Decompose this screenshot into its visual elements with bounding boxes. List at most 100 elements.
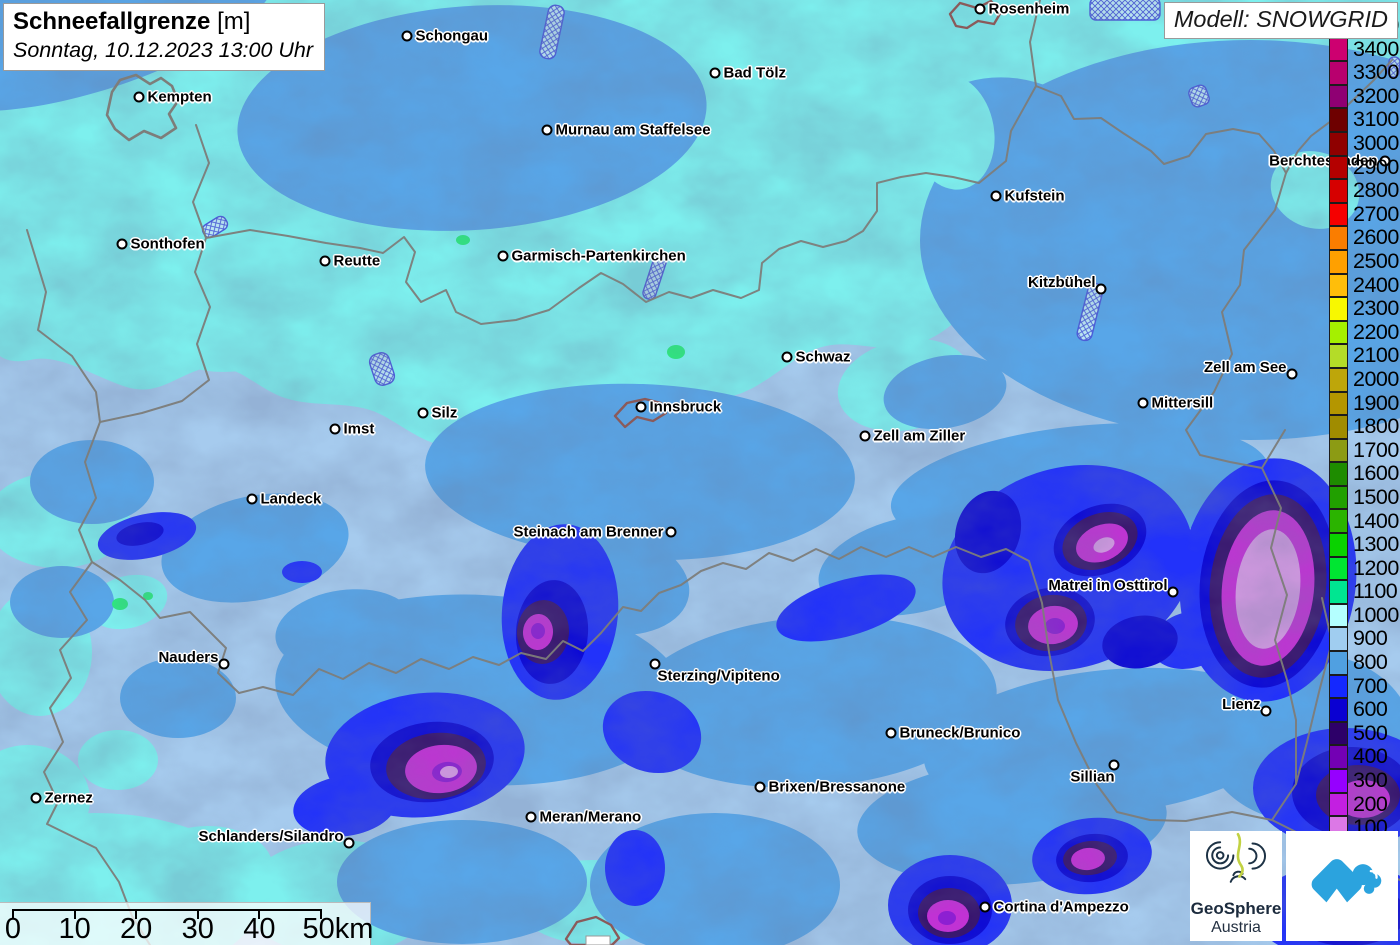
legend-value: 600 (1353, 697, 1388, 722)
legend-value: 1400 (1353, 508, 1399, 533)
model-label: Modell: SNOWGRID (1163, 2, 1398, 39)
legend-swatch (1329, 131, 1348, 156)
city-dot (990, 190, 1002, 202)
city-label: Bruneck/Brunico (899, 724, 1021, 742)
scale-label: 30 (181, 913, 214, 945)
city-dot (709, 67, 721, 79)
city-dot (1108, 759, 1120, 771)
legend-swatch (1329, 556, 1348, 581)
title-box: Schneefallgrenze [m] Sonntag, 10.12.2023… (3, 3, 326, 71)
legend-value: 2800 (1353, 178, 1399, 203)
city-dot (246, 493, 258, 505)
city-label: Meran/Merano (539, 808, 642, 826)
legend-swatch (1329, 249, 1348, 274)
city-label: Kitzbühel (1028, 273, 1096, 291)
city-dot (665, 526, 677, 538)
legend-swatch (1329, 438, 1348, 463)
legend-row: 1900 (1329, 390, 1399, 416)
scale-label: 50km (302, 913, 374, 945)
legend-swatch (1329, 792, 1348, 817)
legend-swatch (1329, 61, 1348, 85)
legend-swatch (1329, 698, 1348, 722)
legend-row: 3000 (1329, 131, 1399, 156)
city-dot (1095, 283, 1107, 295)
city-label: Lienz (1222, 695, 1261, 713)
legend-swatch (1329, 37, 1348, 62)
city-label: Murnau am Staffelsee (555, 121, 711, 139)
city-marker: Kempten (133, 88, 212, 105)
legend-value: 2600 (1353, 225, 1399, 250)
scale-bar-line (13, 909, 322, 911)
city-label: Steinach am Brenner (513, 523, 664, 541)
scale-label: 0 (4, 913, 22, 945)
city-marker: Zell am Ziller (859, 427, 965, 444)
legend-row: 1200 (1329, 555, 1399, 581)
legend-row: 2900 (1329, 154, 1399, 180)
legend-row: 200 (1329, 791, 1399, 817)
scale-label: 20 (120, 913, 153, 945)
city-marker: Landeck (246, 490, 321, 507)
legend-swatch (1329, 627, 1348, 652)
legend-row: 1800 (1329, 415, 1399, 439)
legend-row: 1100 (1329, 580, 1399, 604)
legend-value: 200 (1353, 791, 1388, 816)
city-marker: Silz (417, 404, 457, 421)
legend-value: 2400 (1353, 272, 1399, 297)
city-marker: Nauders (158, 648, 230, 670)
legend-row: 2300 (1329, 297, 1399, 321)
legend-value: 700 (1353, 673, 1388, 698)
city-label: Mittersill (1151, 394, 1214, 412)
legend-swatch (1329, 533, 1348, 557)
legend-value: 1800 (1353, 414, 1399, 439)
city-label: Brixen/Bressanone (768, 778, 906, 796)
legend-value: 3400 (1353, 36, 1399, 61)
city-label: Matrei in Osttirol (1048, 576, 1168, 594)
city-boundaries (105, 0, 1003, 945)
legend-value: 1200 (1353, 555, 1399, 580)
legend-swatch (1329, 485, 1348, 510)
city-label: Zell am Ziller (873, 427, 966, 445)
map-title-text: Schneefallgrenze (13, 8, 211, 35)
legend-row: 1400 (1329, 508, 1399, 534)
city-marker: Schlanders/Silandro (198, 827, 355, 849)
city-label: Berchtesgaden (1269, 152, 1378, 170)
city-dot (754, 781, 766, 793)
legend-row: 2500 (1329, 249, 1399, 274)
city-dot (1379, 155, 1391, 167)
legend-value: 2900 (1353, 154, 1399, 179)
city-marker: Cortina d'Ampezzo (979, 898, 1129, 915)
legend-row: 2200 (1329, 320, 1399, 345)
legend-value: 300 (1353, 768, 1388, 793)
scale-bar: 0 10 20 30 40 50km (0, 902, 374, 945)
scale-tick (320, 909, 322, 919)
scale-tick (12, 909, 14, 919)
legend-swatch (1329, 651, 1348, 675)
city-label: Bad Tölz (723, 64, 787, 82)
legend-value: 1900 (1353, 390, 1399, 415)
geosphere-logo-icon (1205, 832, 1267, 883)
city-marker: Matrei in Osttirol (1048, 576, 1179, 598)
legend-row: 2000 (1329, 367, 1399, 392)
legend-value: 1300 (1353, 532, 1399, 557)
legend-swatch (1329, 84, 1348, 109)
legend-row: 1000 (1329, 603, 1399, 628)
city-marker: Lienz (1222, 695, 1272, 717)
city-dot (133, 91, 145, 103)
legend-swatch (1329, 320, 1348, 345)
snowgrid-logo-icon (1311, 859, 1382, 914)
legend-value: 1100 (1353, 579, 1398, 604)
city-marker: Mittersill (1137, 394, 1213, 411)
city-dot (1167, 586, 1179, 598)
city-label: Cortina d'Ampezzo (993, 898, 1129, 916)
legend-row: 800 (1329, 651, 1399, 675)
legend-row: 1300 (1329, 533, 1399, 557)
city-label: Zernez (44, 789, 93, 807)
city-dot (329, 423, 341, 435)
legend-row: 2700 (1329, 202, 1399, 227)
country-borders (26, 0, 1400, 945)
legend-swatch (1329, 344, 1348, 368)
city-dot (1286, 368, 1298, 380)
scale-tick (135, 909, 138, 919)
